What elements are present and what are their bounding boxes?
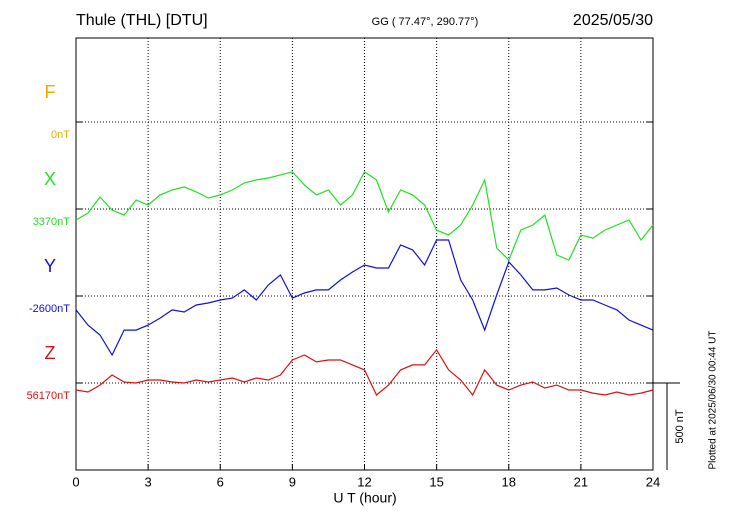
series-name: F — [45, 82, 56, 102]
footnote: Plotted at 2025/06/30 00:44 UT — [708, 331, 719, 470]
series-name: Z — [45, 343, 56, 363]
x-tick-label: 18 — [502, 474, 516, 489]
x-tick-label: 21 — [574, 474, 588, 489]
x-tick-label: 0 — [72, 474, 79, 489]
baseline-label: 0nT — [51, 129, 70, 141]
x-axis-label: U T (hour) — [333, 490, 396, 506]
scale-bar-label: 500 nT — [674, 409, 686, 444]
baseline-label: 3370nT — [33, 216, 71, 228]
chart-title: Thule (THL) [DTU] — [76, 12, 208, 29]
chart-subtitle: GG ( 77.47°, 290.77°) — [372, 16, 479, 28]
x-tick-label: 12 — [357, 474, 371, 489]
series-name: X — [44, 169, 56, 189]
baseline-label: -2600nT — [29, 303, 70, 315]
x-tick-label: 6 — [217, 474, 224, 489]
x-tick-label: 3 — [145, 474, 152, 489]
x-tick-label: 24 — [646, 474, 660, 489]
baseline-label: 56170nT — [27, 390, 71, 402]
chart-date: 2025/05/30 — [573, 12, 653, 29]
series-line — [75, 171, 654, 262]
x-tick-label: 15 — [429, 474, 443, 489]
series-line — [75, 348, 654, 397]
series-line — [75, 239, 654, 357]
series-name: Y — [44, 256, 56, 276]
x-tick-label: 9 — [289, 474, 296, 489]
